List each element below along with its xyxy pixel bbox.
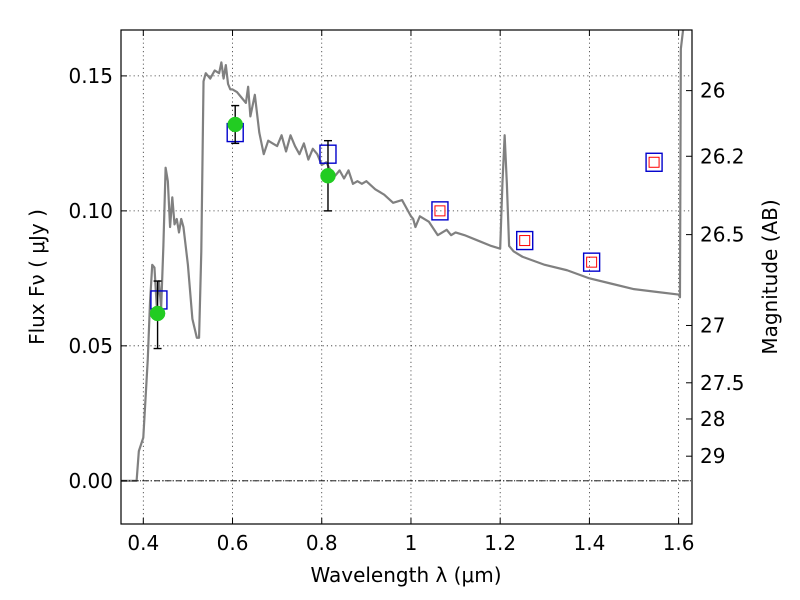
- y-axis-label: Flux Fν ( μJy ): [25, 209, 49, 345]
- x-tick-label: 1: [405, 531, 418, 555]
- y2-tick-label: 27: [700, 313, 725, 337]
- model-box-marker: [431, 201, 449, 221]
- y-tick-label: 0.05: [68, 334, 113, 358]
- measured-point: [227, 116, 243, 133]
- red-box-marker: [648, 156, 660, 168]
- model-box-marker: [645, 152, 663, 172]
- ticks-layer: 0.4 0.6 0.8 1 1.2 1.4 1.6 0.00 0.05 0.10 0.15 26 26.…: [68, 30, 745, 555]
- x-tick-label: 1.6: [663, 531, 695, 555]
- model-box-marker: [582, 252, 601, 272]
- red-box-marker: [434, 205, 446, 217]
- y2-tick-label: 26.5: [700, 223, 745, 247]
- x-tick-label: 0.4: [127, 531, 159, 555]
- y2-tick-label: 26: [700, 79, 725, 103]
- x-tick-label: 0.6: [217, 531, 249, 555]
- red-box-marker: [586, 256, 598, 268]
- y2-tick-label: 27.5: [700, 371, 745, 395]
- measured-point: [320, 168, 336, 184]
- y2-tick-label: 28: [700, 407, 725, 431]
- markers-layer: [149, 104, 663, 350]
- model-box-marker: [516, 230, 534, 251]
- grid-lines: [121, 30, 692, 524]
- y-tick-label: 0.10: [68, 199, 113, 223]
- measured-point: [149, 305, 166, 322]
- red-box-marker: [519, 235, 531, 247]
- x-axis-label: Wavelength λ (μm): [310, 563, 501, 587]
- y2-axis-label: Magnitude (AB): [758, 199, 782, 354]
- y2-tick-label: 29: [700, 444, 725, 468]
- x-tick-label: 0.8: [306, 531, 338, 555]
- plot-frame: [120, 29, 693, 525]
- x-tick-label: 1.4: [573, 531, 605, 555]
- x-tick-label: 1.2: [484, 531, 516, 555]
- sed-model-curve: [121, 30, 685, 482]
- y2-tick-label: 26.2: [700, 144, 745, 168]
- y-tick-label: 0.15: [68, 64, 113, 88]
- sed-curve-layer: [121, 30, 685, 482]
- y-tick-label: 0.00: [68, 469, 113, 493]
